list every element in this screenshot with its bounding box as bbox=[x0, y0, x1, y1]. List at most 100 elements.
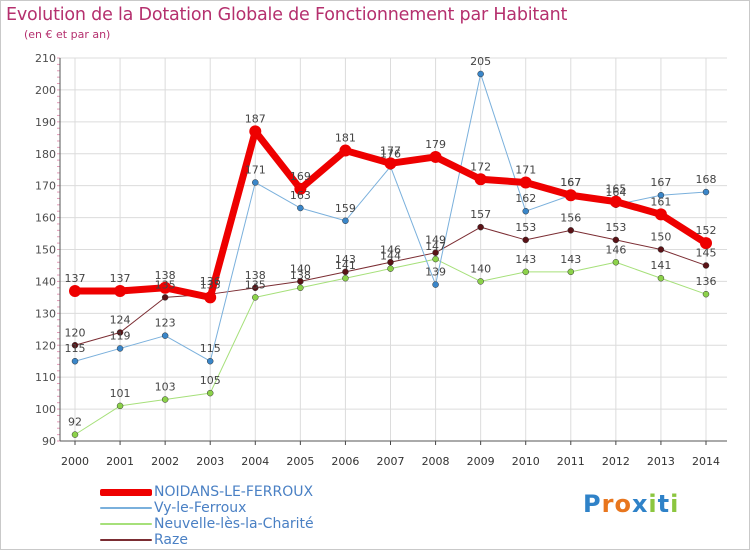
series-point bbox=[654, 208, 667, 221]
series-point bbox=[71, 357, 79, 365]
y-tick-label: 90 bbox=[42, 435, 56, 448]
legend-label: Vy-le-Ferroux bbox=[154, 500, 247, 516]
series-point bbox=[342, 268, 349, 276]
data-label: 146 bbox=[605, 243, 626, 256]
data-label: 176 bbox=[380, 148, 401, 161]
data-label: 152 bbox=[696, 224, 717, 237]
series-point bbox=[702, 262, 710, 269]
data-label: 105 bbox=[200, 374, 221, 387]
x-tick-label: 2005 bbox=[286, 455, 314, 468]
series-point bbox=[252, 179, 259, 186]
series-point bbox=[567, 227, 575, 234]
logo-letter: r bbox=[601, 490, 615, 518]
series-point bbox=[702, 188, 710, 196]
y-tick-label: 160 bbox=[35, 212, 56, 225]
series-point bbox=[519, 176, 532, 189]
data-label: 157 bbox=[470, 208, 491, 221]
x-tick-label: 2000 bbox=[61, 455, 89, 468]
x-tick-label: 2008 bbox=[422, 455, 450, 468]
series-point bbox=[432, 255, 439, 263]
series-point bbox=[477, 70, 484, 78]
x-tick-label: 2006 bbox=[331, 455, 359, 468]
series-point bbox=[342, 217, 349, 225]
legend-item-raze[interactable]: Raze bbox=[100, 532, 314, 548]
series-point bbox=[161, 332, 169, 339]
x-tick-label: 2001 bbox=[106, 455, 134, 468]
data-label: 149 bbox=[425, 234, 446, 247]
series-point bbox=[657, 246, 665, 253]
series-point bbox=[564, 189, 577, 202]
data-label: 150 bbox=[650, 231, 671, 244]
data-label: 205 bbox=[470, 55, 491, 68]
data-label: 153 bbox=[605, 221, 626, 234]
logo-letter: i bbox=[670, 490, 680, 518]
logo-letter: P bbox=[583, 490, 602, 518]
series-point bbox=[297, 284, 304, 292]
data-label: 172 bbox=[470, 160, 491, 173]
series-point bbox=[159, 281, 172, 294]
series-point bbox=[474, 173, 487, 186]
data-label: 119 bbox=[110, 329, 131, 342]
legend-item-noidans[interactable]: NOIDANS-LE-FERROUX bbox=[100, 484, 314, 500]
legend-item-vy[interactable]: Vy-le-Ferroux bbox=[100, 500, 314, 516]
data-label: 162 bbox=[515, 192, 536, 205]
series-point bbox=[116, 329, 124, 336]
series-point bbox=[477, 278, 484, 285]
y-tick-label: 100 bbox=[35, 403, 56, 416]
series-point bbox=[116, 345, 124, 352]
series-point bbox=[294, 182, 307, 195]
y-tick-label: 140 bbox=[35, 275, 56, 288]
series-point bbox=[612, 236, 620, 244]
data-label: 147 bbox=[425, 240, 446, 253]
series-point bbox=[206, 357, 214, 365]
data-label: 115 bbox=[65, 342, 86, 355]
data-label: 143 bbox=[515, 253, 536, 266]
y-tick-label: 170 bbox=[35, 180, 56, 193]
data-label: 135 bbox=[245, 278, 266, 291]
x-tick-label: 2012 bbox=[602, 455, 630, 468]
series-point bbox=[429, 150, 442, 163]
data-label: 115 bbox=[200, 342, 221, 355]
x-tick-label: 2003 bbox=[196, 455, 224, 468]
y-tick-label: 190 bbox=[35, 116, 56, 129]
data-label: 145 bbox=[696, 246, 717, 259]
data-label: 187 bbox=[245, 112, 266, 125]
data-label: 103 bbox=[155, 381, 176, 394]
x-tick-label: 2014 bbox=[692, 455, 720, 468]
series-point bbox=[252, 284, 259, 292]
data-label: 156 bbox=[560, 211, 581, 224]
data-label: 138 bbox=[290, 269, 311, 282]
series-point bbox=[204, 291, 217, 304]
data-label: 167 bbox=[560, 176, 581, 189]
data-label: 143 bbox=[335, 253, 356, 266]
data-label: 165 bbox=[605, 183, 626, 196]
y-tick-label: 150 bbox=[35, 244, 56, 257]
logo-letter: t bbox=[657, 490, 671, 518]
data-label: 171 bbox=[245, 163, 266, 176]
series-point bbox=[297, 278, 304, 285]
data-label: 138 bbox=[245, 269, 266, 282]
data-label: 153 bbox=[515, 221, 536, 234]
series-point bbox=[522, 268, 529, 276]
data-label: 168 bbox=[696, 173, 717, 186]
data-label: 135 bbox=[155, 278, 176, 291]
series-point bbox=[339, 144, 352, 157]
series-point bbox=[342, 274, 349, 282]
y-tick-label: 130 bbox=[35, 307, 56, 320]
data-label: 140 bbox=[290, 262, 311, 275]
series-point bbox=[249, 125, 262, 138]
x-tick-label: 2004 bbox=[241, 455, 269, 468]
series-point bbox=[522, 207, 529, 215]
data-label: 164 bbox=[605, 186, 626, 199]
legend-item-neuvelle[interactable]: Neuvelle-lès-la-Charité bbox=[100, 516, 314, 532]
logo-letter: x bbox=[631, 490, 649, 518]
series-point bbox=[161, 294, 169, 301]
series-point bbox=[69, 284, 81, 297]
data-label: 169 bbox=[290, 170, 311, 183]
y-tick-label: 200 bbox=[35, 84, 56, 97]
data-label: 179 bbox=[425, 138, 446, 151]
y-tick-label: 210 bbox=[35, 52, 56, 65]
series-point bbox=[387, 259, 394, 266]
x-tick-label: 2009 bbox=[467, 455, 495, 468]
data-label: 161 bbox=[650, 195, 671, 208]
